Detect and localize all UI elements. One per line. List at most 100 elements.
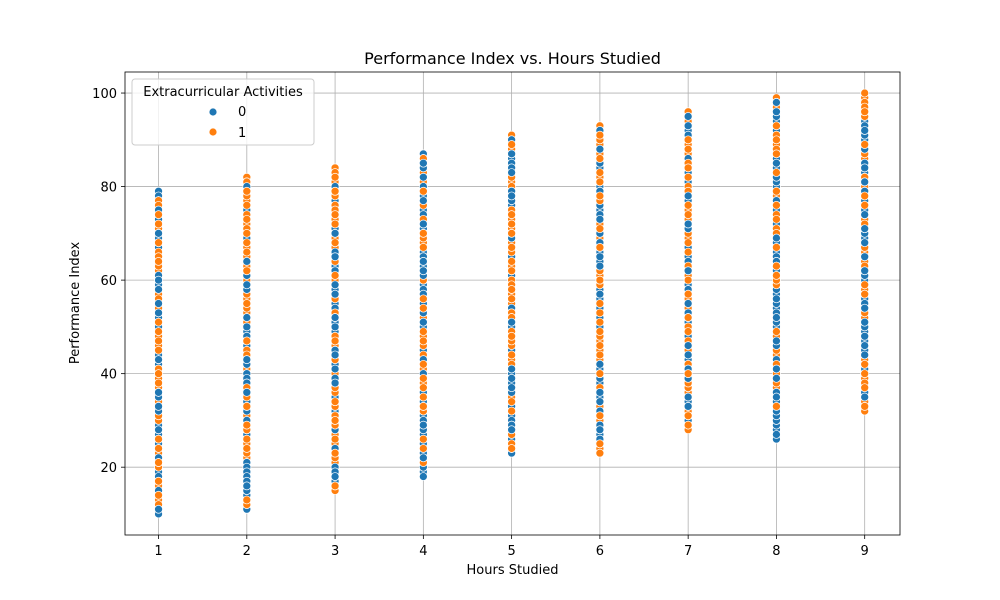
point-series-0 — [860, 266, 870, 276]
point-series-1 — [154, 378, 163, 388]
point-series-1 — [507, 210, 516, 219]
point-series-1 — [595, 275, 605, 285]
point-series-1 — [330, 186, 340, 196]
point-series-1 — [242, 228, 252, 238]
point-series-0 — [330, 322, 340, 332]
point-series-0 — [772, 373, 781, 383]
point-series-0 — [860, 341, 870, 350]
point-series-1 — [418, 303, 428, 313]
point-series-0 — [330, 228, 340, 238]
point-series-0 — [683, 341, 693, 350]
point-series-0 — [418, 472, 428, 481]
point-series-0 — [772, 294, 781, 304]
point-series-1 — [242, 434, 252, 444]
point-series-1 — [154, 317, 163, 327]
point-series-1 — [595, 350, 605, 360]
point-series-0 — [242, 280, 252, 290]
point-series-0 — [772, 336, 781, 346]
point-series-0 — [154, 299, 163, 308]
point-series-1 — [595, 439, 605, 449]
point-series-1 — [418, 392, 428, 402]
point-series-0 — [154, 285, 163, 294]
point-series-0 — [242, 355, 252, 364]
point-series-0 — [860, 126, 870, 135]
point-series-1 — [772, 135, 781, 145]
point-series-1 — [242, 336, 252, 346]
point-series-0 — [595, 261, 605, 271]
point-series-0 — [418, 196, 428, 205]
point-series-0 — [507, 317, 516, 327]
point-series-1 — [154, 369, 163, 379]
point-series-1 — [154, 219, 163, 229]
x-tick-label: 3 — [331, 544, 339, 559]
point-series-1 — [330, 481, 340, 491]
point-series-0 — [418, 266, 428, 276]
point-series-1 — [242, 200, 252, 210]
point-series-1 — [507, 219, 516, 229]
point-series-1 — [860, 280, 870, 290]
point-series-1 — [154, 336, 163, 346]
point-series-1 — [683, 200, 693, 210]
point-series-1 — [595, 317, 605, 327]
point-series-1 — [595, 411, 605, 421]
point-series-1 — [507, 257, 516, 266]
point-series-1 — [154, 210, 163, 219]
point-series-1 — [595, 327, 605, 336]
point-series-1 — [154, 490, 163, 500]
point-series-0 — [507, 149, 516, 159]
point-series-1 — [683, 289, 693, 299]
point-series-0 — [772, 158, 781, 168]
point-series-1 — [595, 341, 605, 350]
point-series-1 — [330, 448, 340, 458]
point-series-1 — [242, 495, 252, 505]
point-series-0 — [507, 168, 516, 177]
point-series-1 — [683, 275, 693, 285]
point-series-1 — [595, 448, 605, 458]
point-series-0 — [242, 257, 252, 266]
point-series-1 — [418, 444, 428, 453]
point-series-1 — [595, 168, 605, 177]
point-series-0 — [154, 425, 163, 435]
point-series-1 — [683, 247, 693, 257]
point-series-0 — [242, 481, 252, 491]
point-series-1 — [860, 107, 870, 117]
point-series-1 — [418, 243, 428, 252]
point-series-1 — [772, 121, 781, 131]
legend: Extracurricular Activities 0 1 — [131, 78, 315, 146]
point-series-0 — [507, 383, 516, 393]
point-series-1 — [418, 327, 428, 336]
point-series-1 — [242, 402, 252, 411]
point-series-1 — [418, 294, 428, 304]
point-series-1 — [418, 402, 428, 411]
point-series-0 — [683, 191, 693, 201]
point-series-1 — [772, 327, 781, 336]
point-series-1 — [418, 434, 428, 444]
point-series-1 — [860, 140, 870, 149]
point-series-0 — [418, 453, 428, 463]
point-series-1 — [154, 444, 163, 453]
point-series-1 — [154, 476, 163, 486]
point-series-0 — [330, 289, 340, 299]
point-series-0 — [860, 303, 870, 313]
x-tick-label: 8 — [772, 544, 780, 559]
point-series-1 — [507, 331, 516, 341]
x-tick-label: 9 — [861, 544, 869, 559]
point-series-0 — [595, 388, 605, 397]
point-series-0 — [418, 219, 428, 229]
point-series-1 — [507, 397, 516, 407]
point-series-0 — [595, 397, 605, 407]
y-tick-label: 20 — [100, 461, 117, 476]
point-series-1 — [242, 299, 252, 308]
point-series-1 — [154, 434, 163, 444]
point-series-0 — [154, 355, 163, 364]
legend-marker-1 — [208, 127, 218, 137]
point-series-1 — [595, 243, 605, 252]
point-series-1 — [860, 88, 870, 98]
x-tick-label: 5 — [507, 544, 515, 559]
point-series-0 — [154, 504, 163, 514]
point-series-1 — [154, 257, 163, 266]
point-series-1 — [683, 210, 693, 219]
point-series-1 — [418, 359, 428, 369]
point-series-0 — [330, 280, 340, 290]
point-series-1 — [418, 228, 428, 238]
